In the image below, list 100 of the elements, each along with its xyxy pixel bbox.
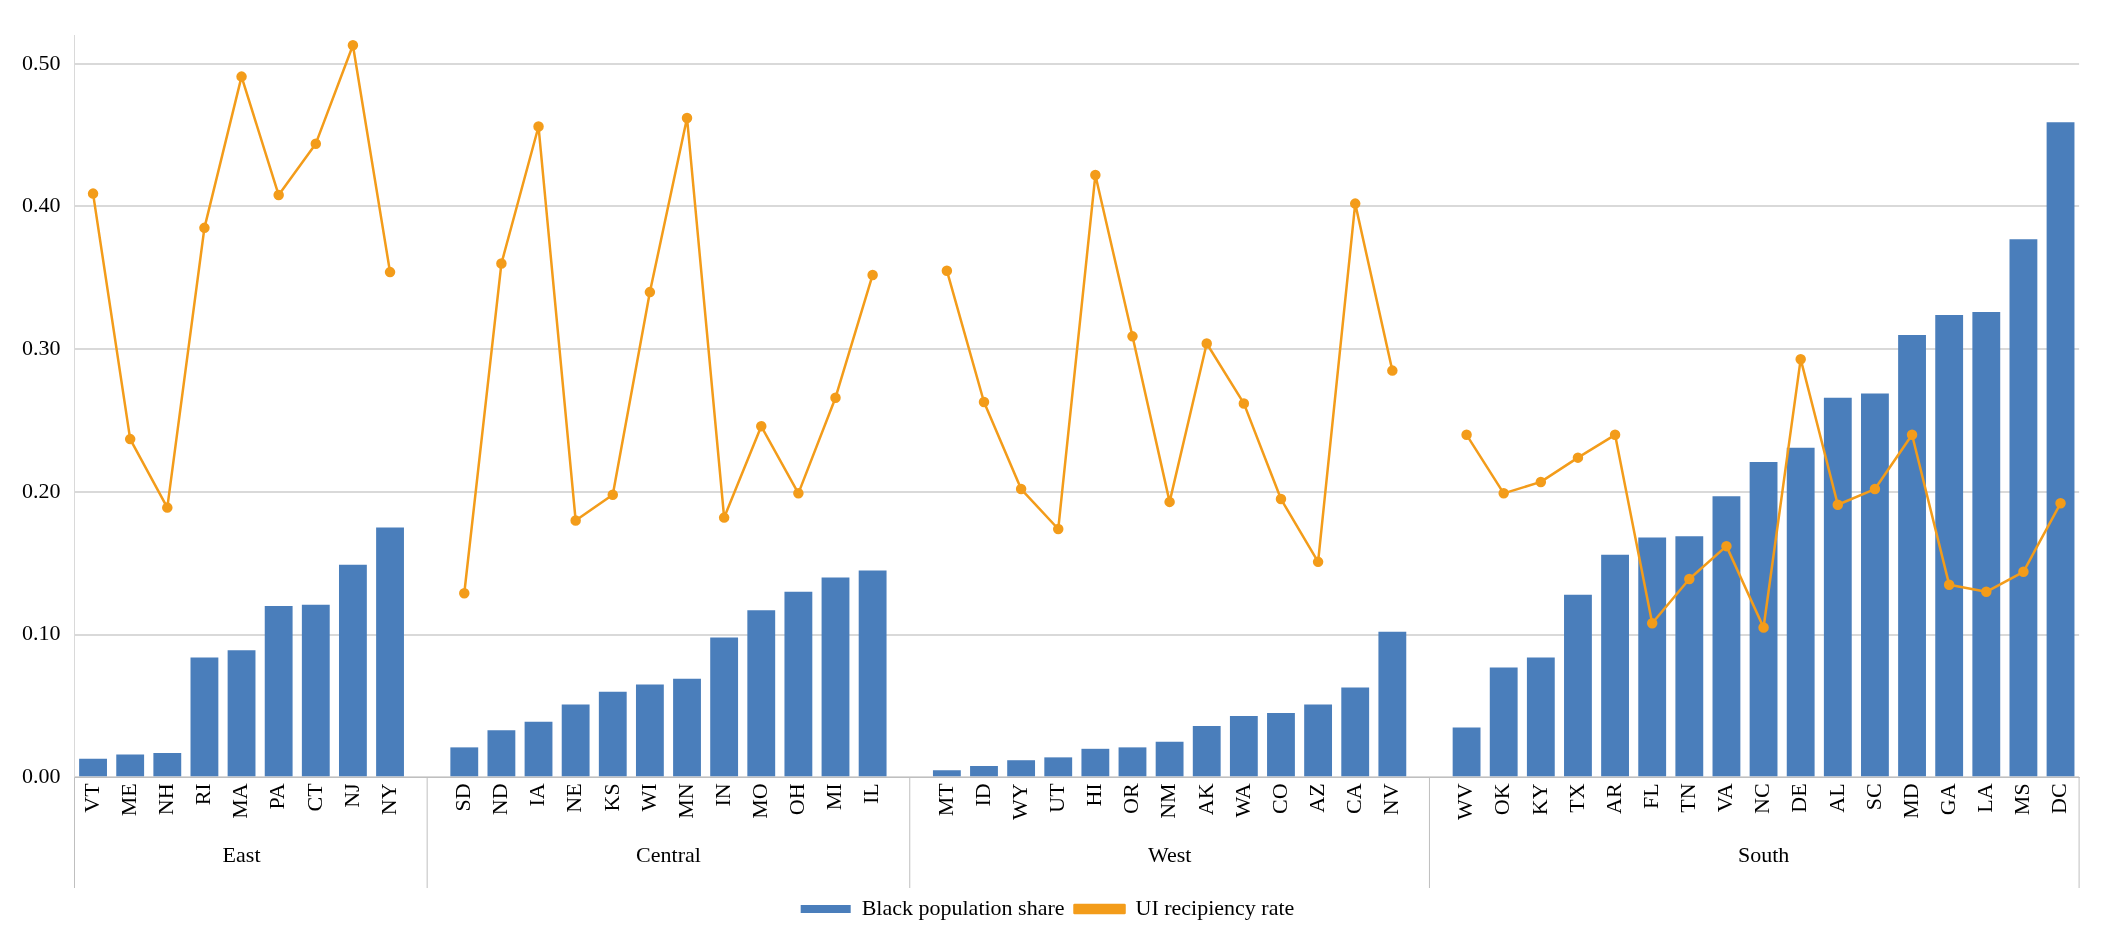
bar [561, 704, 590, 777]
y-tick-label: 0.00 [22, 763, 61, 789]
bar [116, 754, 145, 777]
bar [1452, 727, 1481, 777]
x-tick-label: AZ [1303, 783, 1329, 813]
point [1721, 540, 1732, 552]
y-tick-label: 0.10 [22, 620, 61, 646]
x-tick-label: DE [1786, 783, 1812, 813]
bar [598, 691, 627, 777]
x-tick-label: ME [115, 783, 141, 817]
point [459, 587, 470, 599]
bar [153, 753, 182, 777]
point [756, 421, 767, 432]
bar [376, 527, 404, 777]
point [1609, 429, 1621, 441]
point [1015, 483, 1027, 495]
bar [227, 650, 256, 777]
text: Central [636, 841, 701, 867]
bar [932, 770, 961, 777]
point [1943, 579, 1955, 590]
legend-label: UI recipiency rate [1135, 894, 1295, 920]
bar [747, 610, 776, 777]
point [570, 515, 581, 526]
point [1758, 622, 1769, 633]
point [273, 189, 284, 201]
x-tick-label: NC [1749, 783, 1775, 814]
x-tick-label: DC [2046, 783, 2072, 814]
point [1275, 493, 1287, 505]
y-tick-label: 0.30 [22, 334, 61, 360]
point [867, 269, 878, 281]
bar [1898, 334, 1926, 777]
point [1461, 429, 1472, 441]
x-tick-label: VA [1712, 783, 1738, 813]
x-tick-label: SD [450, 783, 476, 812]
point [162, 502, 173, 513]
point [681, 112, 693, 124]
bar [1229, 715, 1258, 777]
bar [190, 657, 219, 777]
point [1201, 338, 1212, 349]
x-tick-label: LA [1972, 783, 1998, 813]
bar [1638, 537, 1667, 777]
bar [1489, 667, 1518, 777]
bar [970, 765, 998, 777]
bar [2046, 122, 2075, 777]
bar [450, 747, 479, 777]
point [1572, 452, 1584, 463]
bar [1675, 536, 1704, 777]
x-tick-label: RI [190, 783, 216, 806]
x-tick-label: PA [264, 783, 290, 810]
point [607, 489, 619, 501]
x-tick-label: IA [524, 783, 550, 807]
text: East [222, 841, 261, 867]
x-tick-label: HI [1081, 783, 1107, 807]
x-tick-label: KS [598, 783, 624, 812]
bar [1564, 594, 1592, 777]
x-tick-label: WV [1452, 783, 1478, 820]
point [1127, 331, 1138, 342]
x-tick-label: CA [1341, 783, 1366, 814]
point [1646, 617, 1658, 629]
x-tick-label: MO [747, 783, 773, 819]
x-tick-label: MN [672, 783, 698, 819]
point [2018, 566, 2029, 578]
x-tick-label: ND [487, 783, 513, 816]
point [1164, 496, 1175, 508]
x-tick-label: IL [858, 783, 884, 805]
x-tick-label: FL [1637, 783, 1663, 810]
x-tick-label: WY [1006, 783, 1032, 820]
bar [1823, 397, 1852, 777]
point [1684, 573, 1695, 585]
bar [1081, 748, 1110, 777]
x-tick-label: SC [1860, 783, 1886, 811]
point [199, 222, 210, 234]
bar [301, 604, 330, 777]
bar [858, 570, 887, 777]
point [310, 138, 322, 149]
point [87, 188, 99, 199]
bar [1972, 312, 2001, 777]
point [1869, 483, 1881, 495]
bar [1192, 725, 1221, 777]
point [1052, 523, 1064, 535]
x-tick-label: AR [1600, 783, 1626, 814]
bar [1007, 760, 1036, 777]
x-tick-label: MS [2009, 783, 2035, 816]
point [236, 71, 247, 82]
x-tick-label: UT [1044, 782, 1070, 813]
point [2055, 498, 2066, 509]
x-tick-label: OH [784, 783, 810, 816]
bar [1786, 447, 1815, 777]
point [1795, 353, 1806, 365]
x-tick-label: KY [1526, 783, 1552, 816]
x-tick-label: TX [1563, 783, 1589, 813]
legend-label: Black population share [861, 894, 1065, 920]
x-tick-label: NV [1378, 783, 1404, 816]
x-tick-label: NH [153, 783, 179, 816]
bar [1155, 741, 1184, 777]
x-tick-label: VT [78, 782, 104, 813]
bar [710, 637, 739, 777]
bar [1935, 314, 1964, 777]
point [1387, 365, 1398, 376]
x-tick-label: MA [227, 783, 253, 819]
